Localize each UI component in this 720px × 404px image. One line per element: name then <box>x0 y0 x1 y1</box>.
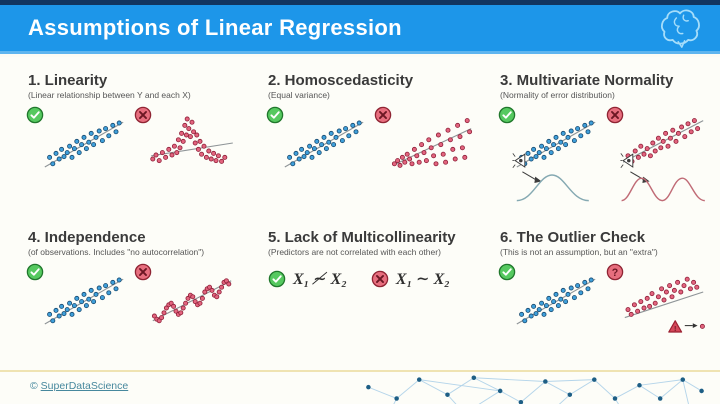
network-graph-decoration <box>350 374 720 404</box>
panel-linearity: 1. Linearity (Linear relationship betwee… <box>0 57 240 214</box>
panel-outlier-check: 6. The Outlier Check (This is not an ass… <box>480 214 720 371</box>
math-not-correlated: X₁ ≁ X₂ <box>293 270 347 288</box>
scatter-plot-no-outlier-good <box>512 268 600 332</box>
scatter-plot-heteroscedastic-bad <box>388 111 476 175</box>
cross-icon <box>134 263 152 281</box>
panel-independence: 4. Independence (of observations. Includ… <box>0 214 240 371</box>
bad-example <box>374 106 476 175</box>
check-icon <box>26 106 44 124</box>
scatter-plot-independent-good <box>40 268 128 332</box>
good-example <box>498 263 600 338</box>
scatter-plot-bimodal-errors-bad <box>620 111 708 204</box>
brain-icon <box>658 7 702 49</box>
panel-subtitle: (This is not an assumption, but an "extr… <box>500 246 658 257</box>
panel-title: 3. Multivariate Normality <box>500 72 674 89</box>
panel-content <box>26 263 240 332</box>
copyright: © SuperDataScience <box>30 380 128 392</box>
check-icon <box>498 106 516 124</box>
panel-multicollinearity: 5. Lack of Multicollinearity (Predictors… <box>240 214 480 371</box>
bad-example: X₁ ∼ X₂ <box>371 269 450 289</box>
bad-example <box>134 263 236 332</box>
panel-title: 2. Homoscedasticity <box>268 72 414 89</box>
check-icon <box>498 263 516 281</box>
top-strip <box>0 0 720 5</box>
panel-title: 4. Independence <box>28 228 146 246</box>
panel-subtitle: (Predictors are not correlated with each… <box>268 246 441 257</box>
question-icon: ? <box>606 263 624 281</box>
panel-subtitle: (of observations. Includes "no autocorre… <box>28 246 205 257</box>
panel-subtitle: (Linear relationship between Y and each … <box>28 90 191 100</box>
scatter-plot-normal-errors-good <box>512 111 600 204</box>
scatter-plot-equal-variance-good <box>280 111 368 175</box>
panel-title: 6. The Outlier Check <box>500 228 646 246</box>
cross-icon <box>374 106 392 124</box>
check-icon <box>26 263 44 281</box>
svg-text:!: ! <box>674 323 676 332</box>
panel-homoscedasticity: 2. Homoscedasticity (Equal variance) <box>240 57 480 214</box>
scatter-plot-outlier-warning: ! <box>620 268 708 338</box>
scatter-plot-linear-good <box>40 111 128 175</box>
page-title: Assumptions of Linear Regression <box>28 15 402 40</box>
bad-example <box>606 106 708 204</box>
panel-subtitle: (Equal variance) <box>268 90 330 100</box>
panel-content: X₁ ≁ X₂ X₁ ∼ X₂ <box>268 269 480 289</box>
bad-example: ? ! <box>606 263 708 338</box>
panels-grid: 1. Linearity (Linear relationship betwee… <box>0 57 720 370</box>
panel-content <box>266 106 480 175</box>
cross-icon <box>606 106 624 124</box>
good-example <box>26 263 128 332</box>
good-example <box>26 106 128 175</box>
good-example <box>498 106 600 204</box>
bad-example <box>134 106 236 175</box>
good-example <box>266 106 368 175</box>
svg-text:?: ? <box>612 266 619 278</box>
math-correlated: X₁ ∼ X₂ <box>395 270 450 288</box>
scatter-plot-nonlinear-bad <box>148 111 236 175</box>
superdatascience-link[interactable]: SuperDataScience <box>40 380 129 392</box>
panel-subtitle: (Normality of error distribution) <box>500 90 615 100</box>
panel-content: ? ! <box>498 263 720 338</box>
check-icon <box>266 106 284 124</box>
panel-title: 1. Linearity <box>28 72 108 89</box>
good-example: X₁ ≁ X₂ <box>268 269 347 289</box>
check-icon <box>268 270 286 288</box>
panel-title: 5. Lack of Multicollinearity <box>268 228 456 246</box>
cross-icon <box>371 270 389 288</box>
panel-content <box>26 106 240 175</box>
copyright-symbol: © <box>30 380 38 392</box>
panel-multivariate-normality: 3. Multivariate Normality (Normality of … <box>480 57 720 214</box>
footer: © SuperDataScience <box>0 370 720 404</box>
panel-content <box>498 106 720 204</box>
header: Assumptions of Linear Regression <box>0 5 720 54</box>
cross-icon <box>134 106 152 124</box>
scatter-plot-autocorrelated-bad <box>148 268 236 332</box>
